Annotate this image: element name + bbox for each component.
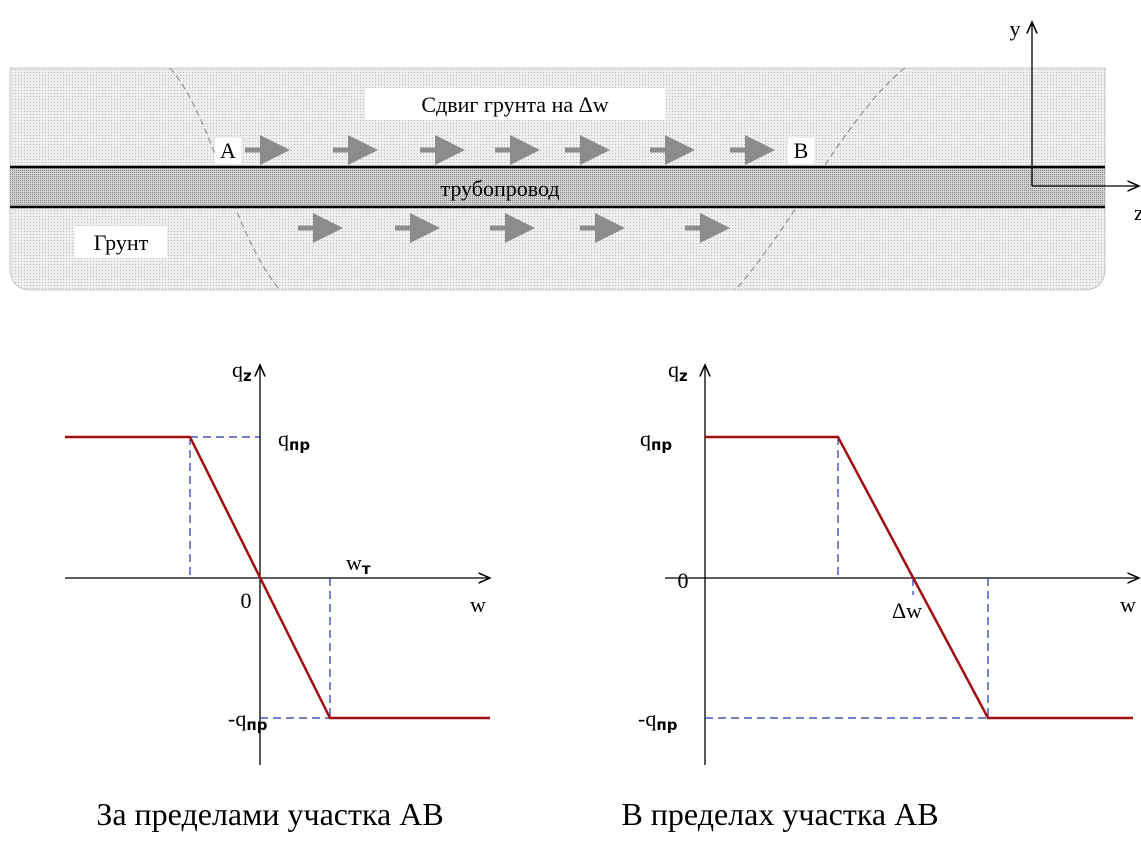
- point-b: B: [794, 138, 809, 163]
- curve: [705, 435, 1133, 720]
- guide: [189, 436, 331, 719]
- delta-w: Δw: [892, 598, 922, 623]
- z-axis-label: z: [1134, 200, 1141, 225]
- label-bg: [365, 88, 665, 120]
- pipe: [10, 167, 1105, 207]
- q-top: qпр: [640, 426, 672, 454]
- origin: 0: [241, 588, 252, 613]
- y-axis-label: y: [1010, 16, 1021, 41]
- y-axis-label: qz: [232, 357, 252, 385]
- y-axis-label: qz: [668, 357, 688, 385]
- point-a: A: [220, 138, 236, 163]
- pipe-label: трубопровод: [440, 176, 559, 201]
- x-axis-label: w: [470, 592, 486, 617]
- soil-label: Грунт: [94, 230, 149, 255]
- x-axis-label: w: [1120, 592, 1136, 617]
- label-bg: [75, 226, 167, 258]
- shift-label: Сдвиг грунта на Δw: [421, 92, 608, 117]
- shift-arrows: [245, 135, 775, 243]
- label-bg: [788, 138, 814, 164]
- curve: [65, 435, 490, 720]
- q-bottom: -qпр: [638, 706, 678, 734]
- caption: За пределами участка АВ: [96, 796, 443, 832]
- guide: [705, 437, 989, 719]
- w-t: wт: [346, 550, 371, 578]
- label-bg: [215, 138, 241, 164]
- q-top: qпр: [278, 426, 310, 454]
- q-bottom: -qпр: [228, 706, 268, 734]
- origin: 0: [678, 568, 689, 593]
- caption: В пределах участка АВ: [621, 796, 938, 832]
